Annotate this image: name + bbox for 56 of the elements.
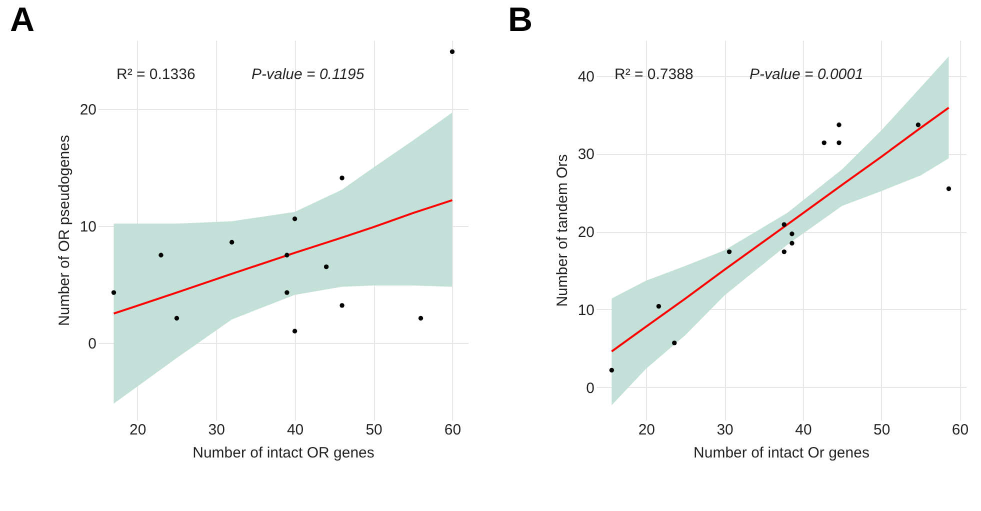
point: [418, 316, 424, 321]
point: [324, 264, 329, 270]
point: [656, 304, 662, 309]
y-tick-label: 10: [80, 218, 96, 236]
x-tick-label: 60: [952, 422, 969, 438]
y-tick-label: 10: [578, 302, 594, 319]
x-tick-label: 40: [795, 422, 812, 438]
point: [609, 368, 614, 373]
line-series: [112, 199, 454, 315]
point: [174, 316, 180, 321]
y-tick-label: 0: [586, 380, 594, 397]
point: [782, 249, 786, 254]
point: [836, 122, 842, 128]
point: [916, 122, 921, 128]
y-axis-title: Number of tandem Ors: [554, 154, 571, 307]
point: [790, 240, 794, 246]
annotation: R² = 0.1336: [116, 66, 196, 84]
point: [292, 328, 298, 334]
x-tick-label: 60: [444, 422, 462, 438]
point: [836, 140, 842, 146]
line-series: [610, 106, 950, 352]
y-tick-label: 0: [88, 335, 96, 352]
point: [946, 186, 952, 192]
x-axis-title: Number of intact Or genes: [694, 444, 870, 462]
x-tick-label: 50: [366, 422, 382, 438]
x-tick-label: 30: [208, 422, 225, 438]
point: [790, 232, 794, 236]
point: [822, 140, 826, 146]
annotation: P-value = 0.0001: [750, 66, 864, 84]
y-tick-label: 40: [578, 68, 594, 86]
y-axis-title: Number of OR pseudogenes: [56, 135, 73, 326]
y-tick-label: 30: [578, 146, 594, 164]
point: [284, 290, 290, 295]
x-tick-label: 50: [873, 422, 890, 438]
point: [340, 303, 344, 308]
point: [284, 252, 290, 258]
annotation: P-value = 0.1195: [252, 66, 365, 84]
point: [340, 176, 344, 180]
chart-title: A: [10, 1, 35, 39]
point: [782, 222, 786, 227]
point: [229, 240, 234, 245]
point: [726, 249, 732, 254]
point: [292, 216, 298, 222]
x-tick-label: 40: [286, 422, 304, 438]
x-tick-label: 30: [716, 422, 734, 438]
x-tick-label: 20: [638, 422, 656, 438]
point: [450, 49, 455, 54]
point: [672, 340, 677, 346]
point: [158, 252, 164, 258]
x-axis-title: Number of intact OR genes: [192, 444, 374, 462]
y-tick-label: 20: [578, 224, 594, 242]
annotation: R² = 0.7388: [614, 66, 694, 84]
chart-title: B: [508, 1, 533, 39]
x-tick-label: 20: [130, 422, 146, 438]
y-tick-label: 20: [80, 101, 96, 118]
point: [111, 290, 116, 295]
